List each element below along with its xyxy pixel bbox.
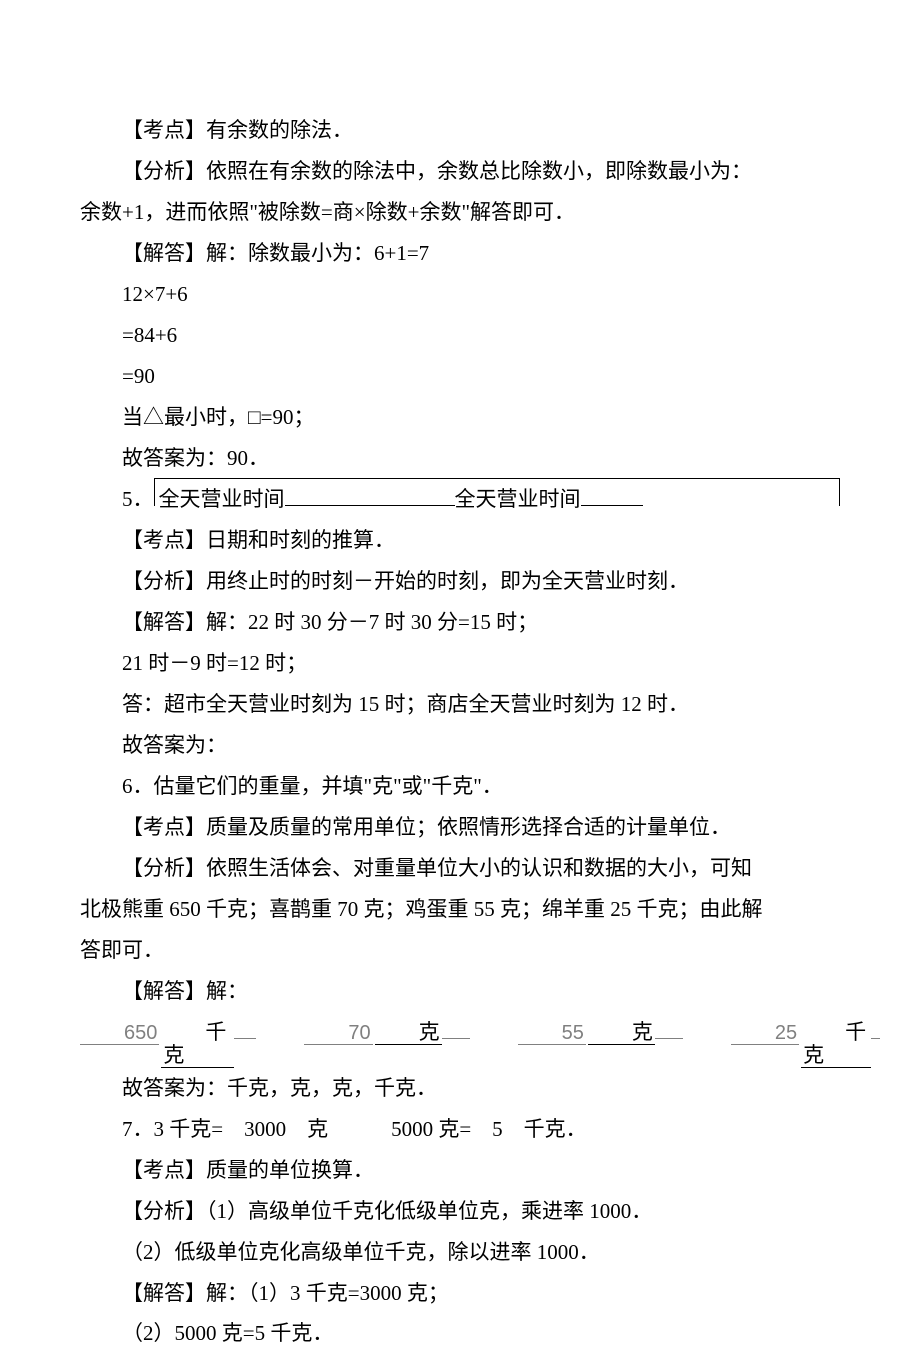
analysis-label: 【分析】 <box>122 856 206 880</box>
analysis-label: 【分析】 <box>122 159 206 183</box>
ans-unit: 克 <box>375 1021 442 1045</box>
ans-unit: 千克 <box>801 1021 871 1068</box>
q6-answers: 650 千克 70 克 55 克 25 千克 <box>80 1015 880 1068</box>
ans-pad <box>234 1015 257 1039</box>
ans-num: 70 <box>304 1022 372 1045</box>
q4-step2: =84+6 <box>80 315 840 356</box>
ans-num: 25 <box>731 1022 799 1045</box>
q5-analysis: 【分析】用终止时的时刻－开始的时刻，即为全天营业时刻． <box>80 561 840 602</box>
q4-conclusion: 当△最小时，□=90； <box>80 397 840 438</box>
q4-step1: 12×7+6 <box>80 274 840 315</box>
q5-cell-2: 全天营业时间 <box>455 479 643 520</box>
q5-bordered-box: 全天营业时间 全天营业时间 <box>154 478 841 506</box>
topic-text: 日期和时刻的推算． <box>206 528 395 552</box>
q6-ans-2: 70 克 <box>304 1015 469 1045</box>
answer-lead: 解： <box>206 979 248 1003</box>
q6-analysis-a: 【分析】依照生活体会、对重量单位大小的认识和数据的大小，可知 <box>80 848 840 889</box>
q6-stem: 6．估量它们的重量，并填"克"或"千克"． <box>80 766 840 807</box>
ans-unit: 克 <box>588 1021 655 1045</box>
topic-text: 质量及质量的常用单位；依照情形选择合适的计量单位． <box>206 815 731 839</box>
answer-text: 解：除数最小为：6+1=7 <box>206 241 429 265</box>
topic-label: 【考点】 <box>122 528 206 552</box>
q7-answer-lead: 【解答】解：（1）3 千克=3000 克； <box>80 1273 840 1314</box>
q4-final: 故答案为：90． <box>80 438 840 479</box>
q5-answer-lead: 【解答】解：22 时 30 分－7 时 30 分=15 时； <box>80 602 840 643</box>
q7-stem: 7．3 千克= 3000 克 5000 克= 5 千克． <box>80 1109 840 1150</box>
q5-number: 5． <box>122 479 154 520</box>
q6-ans-4: 25 千克 <box>731 1015 880 1068</box>
q5-stem-row: 5． 全天营业时间 全天营业时间 <box>80 478 840 520</box>
topic-text: 质量的单位换算． <box>206 1158 374 1182</box>
q6-ans-1: 650 千克 <box>80 1015 256 1068</box>
q5-cell-label: 全天营业时间 <box>455 479 581 520</box>
ans-pad <box>442 1015 470 1039</box>
ans-num: 650 <box>80 1022 159 1045</box>
analysis-text: 用终止时的时刻－开始的时刻，即为全天营业时刻． <box>206 569 689 593</box>
ans-pad <box>871 1015 880 1039</box>
answer-label: 【解答】 <box>122 241 206 265</box>
q5-blank-1 <box>285 482 455 506</box>
answer-label: 【解答】 <box>122 979 206 1003</box>
ans-num: 55 <box>518 1022 586 1045</box>
q6-final: 故答案为：千克，克，克，千克． <box>80 1068 840 1109</box>
topic-label: 【考点】 <box>122 118 206 142</box>
q4-analysis-b: 余数+1，进而依照"被除数=商×除数+余数"解答即可． <box>80 192 840 233</box>
q5-step1: 21 时－9 时=12 时； <box>80 643 840 684</box>
q5-final: 故答案为： <box>80 725 840 766</box>
q5-blank-2 <box>581 482 643 506</box>
q4-step3: =90 <box>80 356 840 397</box>
q4-topic: 【考点】有余数的除法． <box>80 110 840 151</box>
q5-topic: 【考点】日期和时刻的推算． <box>80 520 840 561</box>
topic-label: 【考点】 <box>122 1158 206 1182</box>
q4-analysis-a: 【分析】依照在有余数的除法中，余数总比除数小，即除数最小为： <box>80 151 840 192</box>
q5-cell-label: 全天营业时间 <box>159 479 285 520</box>
q7-step1: （2）5000 克=5 千克． <box>80 1313 840 1354</box>
analysis-label: 【分析】 <box>122 569 206 593</box>
analysis-text: 依照生活体会、对重量单位大小的认识和数据的大小，可知 <box>206 856 752 880</box>
q6-topic: 【考点】质量及质量的常用单位；依照情形选择合适的计量单位． <box>80 807 840 848</box>
answer-label: 【解答】 <box>122 610 206 634</box>
q6-analysis-c: 答即可． <box>80 930 840 971</box>
topic-text: 有余数的除法． <box>206 118 353 142</box>
q7-topic: 【考点】质量的单位换算． <box>80 1150 840 1191</box>
q7-analysis-1: 【分析】（1）高级单位千克化低级单位克，乘进率 1000． <box>80 1191 840 1232</box>
q5-step2: 答：超市全天营业时刻为 15 时；商店全天营业时刻为 12 时． <box>80 684 840 725</box>
analysis-text: 依照在有余数的除法中，余数总比除数小，即除数最小为： <box>206 159 752 183</box>
analysis-label: 【分析】 <box>122 1199 206 1223</box>
q5-cell-1: 全天营业时间 <box>159 479 455 520</box>
document-page: 【考点】有余数的除法． 【分析】依照在有余数的除法中，余数总比除数小，即除数最小… <box>0 0 920 1302</box>
q6-analysis-b: 北极熊重 650 千克；喜鹊重 70 克；鸡蛋重 55 克；绵羊重 25 千克；… <box>80 889 840 930</box>
q7-analysis-2: （2）低级单位克化高级单位千克，除以进率 1000． <box>80 1232 840 1273</box>
answer-label: 【解答】 <box>122 1281 206 1305</box>
topic-label: 【考点】 <box>122 815 206 839</box>
answer-text: 解：22 时 30 分－7 时 30 分=15 时； <box>206 610 538 634</box>
q6-answer-row: 【解答】解： 650 千克 70 克 55 克 25 千克 <box>80 971 840 1068</box>
ans-pad <box>655 1015 683 1039</box>
analysis-text: （1）高级单位千克化低级单位克，乘进率 1000． <box>206 1199 652 1223</box>
q4-answer-lead: 【解答】解：除数最小为：6+1=7 <box>80 233 840 274</box>
ans-unit: 千克 <box>161 1021 233 1068</box>
answer-text: 解：（1）3 千克=3000 克； <box>206 1281 449 1305</box>
q6-ans-3: 55 克 <box>518 1015 683 1045</box>
